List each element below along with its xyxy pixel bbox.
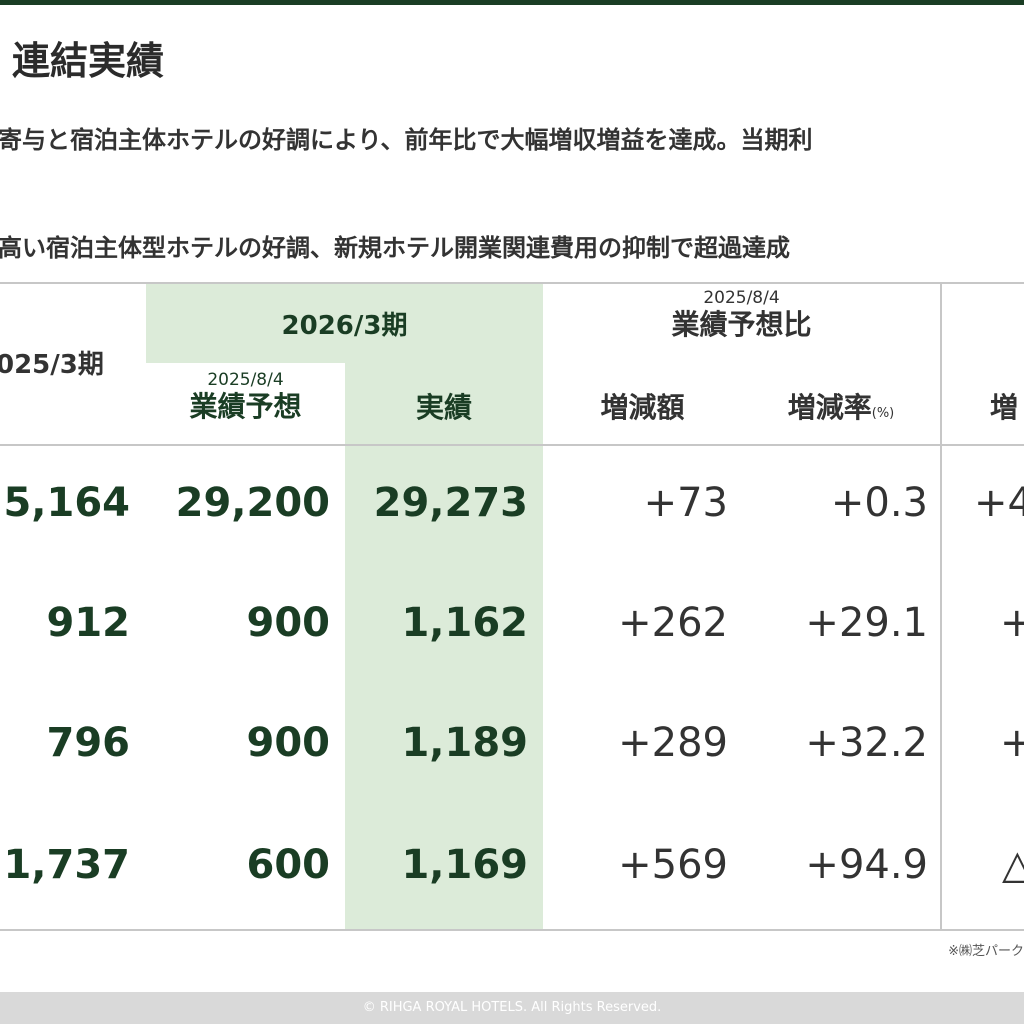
forecast-date: 2025/8/4 (207, 370, 284, 390)
cell-rate-row-3: +32.2 (805, 720, 928, 766)
copyright-text: © RIHGA ROYAL HOTELS. All Rights Reserve… (362, 1000, 662, 1015)
forecast-label: 業績予想 (189, 390, 302, 424)
cell-prev-row-1: 25,164 (0, 480, 130, 526)
compare-date: 2025/8/4 (703, 288, 780, 308)
cell-cut-row-2: + (1000, 600, 1024, 646)
cell-cut-row-3: + (1000, 720, 1024, 766)
diff-amount-header: 増減額 (600, 391, 685, 424)
cell-cut-row-1: +4 (974, 480, 1024, 526)
cell-forecast-row-1: 29,200 (175, 480, 330, 526)
table-top-rule (0, 282, 1024, 284)
diff-rate-unit: (%) (871, 406, 895, 421)
table-header-rule (0, 444, 1024, 446)
forecast-header: 2025/8/4 業績予想 (146, 370, 345, 424)
table-bottom-rule (0, 929, 1024, 931)
cell-rate-row-1: +0.3 (830, 480, 928, 526)
cell-diff-row-3: +289 (618, 720, 728, 766)
page-title: 連結実績 (12, 39, 165, 83)
prev-period-header: 025/3期 (0, 350, 104, 380)
cell-diff-row-2: +262 (618, 600, 728, 646)
cell-actual-row-3: 1,189 (401, 720, 528, 766)
summary-line-2: 高い宿泊主体型ホテルの好調、新規ホテル開業関連費用の抑制で超過達成 (0, 234, 790, 262)
actual-column-highlight (345, 363, 543, 930)
cell-prev-row-4: 1,737 (3, 842, 130, 888)
cell-rate-row-4: +94.9 (805, 842, 928, 888)
compare-label: 業績予想比 (671, 308, 812, 342)
cell-prev-row-3: 796 (46, 720, 131, 766)
cut-header: 増 (990, 391, 1019, 424)
footer-bar: © RIHGA ROYAL HOTELS. All Rights Reserve… (0, 992, 1024, 1024)
cell-cut-row-4: △ (1002, 842, 1024, 888)
top-accent-bar (0, 0, 1024, 5)
diff-rate-label: 増減率 (787, 391, 872, 424)
cell-diff-row-1: +73 (643, 480, 728, 526)
cell-diff-row-4: +569 (618, 842, 728, 888)
cell-actual-row-2: 1,162 (401, 600, 528, 646)
cell-forecast-row-2: 900 (246, 600, 331, 646)
cell-rate-row-2: +29.1 (805, 600, 928, 646)
actual-header: 実績 (415, 391, 472, 424)
cell-prev-row-2: 912 (46, 600, 131, 646)
compare-header: 2025/8/4 業績予想比 (543, 288, 940, 342)
diff-rate-header: 増減率(%) (742, 386, 940, 426)
summary-line-1: 寄与と宿泊主体ホテルの好調により、前年比で大幅増収増益を達成。当期利 (0, 126, 813, 154)
footnote: ※㈱芝パーク (948, 944, 1024, 959)
current-period-header-highlight (146, 283, 543, 363)
cell-actual-row-1: 29,273 (373, 480, 528, 526)
current-period-header: 2026/3期 (281, 311, 408, 341)
table-column-divider (940, 283, 942, 930)
cell-actual-row-4: 1,169 (401, 842, 528, 888)
cell-forecast-row-3: 900 (246, 720, 331, 766)
cell-forecast-row-4: 600 (246, 842, 331, 888)
